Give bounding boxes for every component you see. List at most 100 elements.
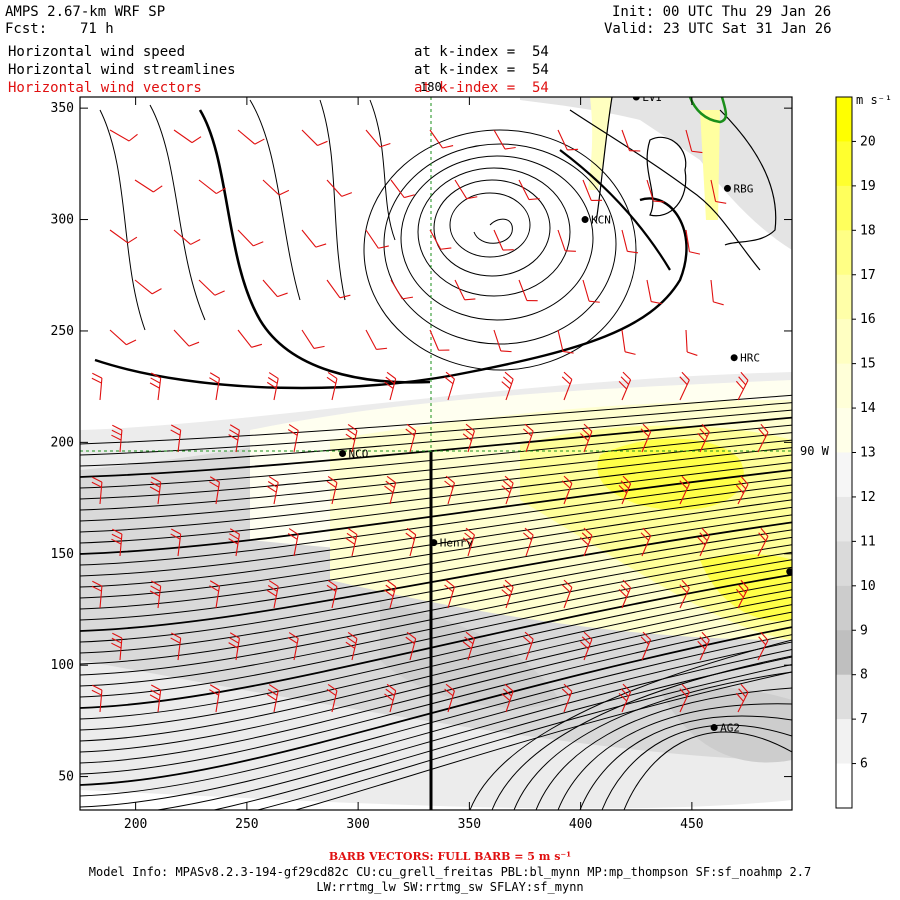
wind-barb: [326, 475, 338, 505]
streamline: [535, 687, 792, 810]
wind-barb: [621, 329, 636, 355]
x-tick-label: 350: [458, 817, 481, 832]
colorbar-segment: [836, 230, 852, 276]
wind-barb: [580, 527, 593, 557]
wind-barb: [518, 279, 538, 302]
wind-barb: [462, 527, 475, 557]
wind-barb: [262, 179, 290, 196]
wind-barb: [621, 129, 641, 152]
wind-barb: [561, 371, 573, 401]
y-tick-label: 200: [51, 435, 74, 450]
colorbar-segment: [836, 452, 852, 498]
wind-barb: [582, 279, 600, 303]
streamline: [513, 671, 792, 810]
wind-barb: [523, 527, 534, 557]
wind-barb: [697, 423, 710, 453]
wind-barb: [237, 329, 263, 348]
wind-barb: [170, 424, 182, 453]
wind-barb: [326, 371, 338, 401]
wind-barb: [561, 683, 573, 713]
wind-barb: [91, 684, 103, 713]
x-tick-label: 250: [235, 817, 258, 832]
wind-barb: [561, 475, 573, 505]
station-marker: [730, 354, 738, 362]
model-info: Model Info: MPASv8.2.3-194-gf29cd82c CU:…: [88, 865, 812, 879]
field-wind-vectors: Horizontal wind vectors: [8, 80, 202, 96]
wind-barb: [262, 279, 288, 298]
model-info-2: LW:rrtmg_lw SW:rrtmg_sw SFLAY:sf_mynn: [316, 880, 584, 894]
station-label: AG2: [720, 722, 740, 735]
streamline: [80, 604, 792, 753]
wind-barb: [493, 229, 514, 251]
wind-barb: [429, 129, 454, 149]
colorbar-label: 13: [860, 446, 876, 461]
colorbar-label: 7: [860, 712, 868, 727]
wind-barb: [640, 423, 652, 453]
wind-barb: [735, 683, 749, 713]
coastlines: [569, 97, 777, 271]
wind-barb: [405, 527, 417, 557]
wind-barb: [493, 129, 516, 150]
wind-barb: [237, 129, 265, 145]
station-marker: [581, 216, 589, 224]
wind-barb: [109, 329, 137, 346]
wind-barb: [173, 129, 202, 144]
station-marker: [430, 539, 438, 547]
streamline: [80, 476, 792, 566]
wind-barb: [462, 423, 475, 453]
colorbar-segment: [836, 363, 852, 409]
colorbar-segment: [836, 185, 852, 231]
station-marker: [632, 97, 640, 101]
wind-barb: [685, 329, 698, 356]
colorbar-label: 10: [860, 579, 876, 594]
colorbar-segment: [836, 719, 852, 765]
wind-barb: [266, 372, 279, 401]
colorbar-label: 6: [860, 757, 868, 772]
valid-time: Valid: 23 UTC Sat 31 Jan 26: [604, 21, 832, 37]
wind-barb: [679, 475, 690, 505]
wind-barb: [557, 329, 574, 354]
wind-barb: [501, 475, 514, 505]
x-tick-label: 450: [680, 817, 703, 832]
wind-barb: [365, 329, 388, 350]
streamline: [80, 596, 792, 742]
field-wind-speed: Horizontal wind speed: [8, 44, 186, 60]
colorbar-segment: [836, 541, 852, 587]
colorbar-segment: [836, 630, 852, 676]
wind-barb: [444, 475, 455, 505]
wind-barb: [501, 371, 514, 401]
coastline-green: [688, 97, 728, 124]
wind-barb: [287, 632, 299, 661]
wind-barb: [735, 579, 749, 609]
wind-barb: [710, 279, 724, 306]
colorbar-segment: [836, 408, 852, 453]
wind-barb: [111, 528, 123, 557]
colorbar-unit: m s⁻¹: [856, 93, 892, 107]
wind-barb: [266, 580, 279, 609]
streamline: [155, 649, 792, 810]
station-marker: [723, 184, 731, 192]
wind-barb: [173, 229, 201, 245]
wind-barb: [384, 579, 397, 609]
init-time: Init: 00 UTC Thu 29 Jan 26: [612, 4, 832, 20]
y-tick-label: 100: [51, 658, 74, 673]
wind-barb: [326, 683, 338, 713]
streamline: [80, 402, 792, 456]
stations: LVI RBG KCN HRC NCO Henry AG2: [339, 97, 792, 735]
wind-barb: [444, 683, 455, 713]
wind-barb: [685, 229, 701, 255]
streamline: [80, 506, 792, 610]
wind-barb: [757, 527, 769, 557]
wind-barb: [454, 179, 478, 200]
wind-barb: [365, 129, 391, 148]
station-marker: [786, 568, 792, 576]
streamline: [80, 551, 792, 676]
wind-barb: [91, 372, 103, 401]
wind-barb: [91, 476, 103, 505]
streamline: [80, 484, 792, 577]
wind-barb: [561, 579, 573, 609]
forecast-hour: 71 h: [80, 21, 114, 37]
wind-barb: [149, 684, 162, 713]
wind-barb: [345, 527, 358, 557]
